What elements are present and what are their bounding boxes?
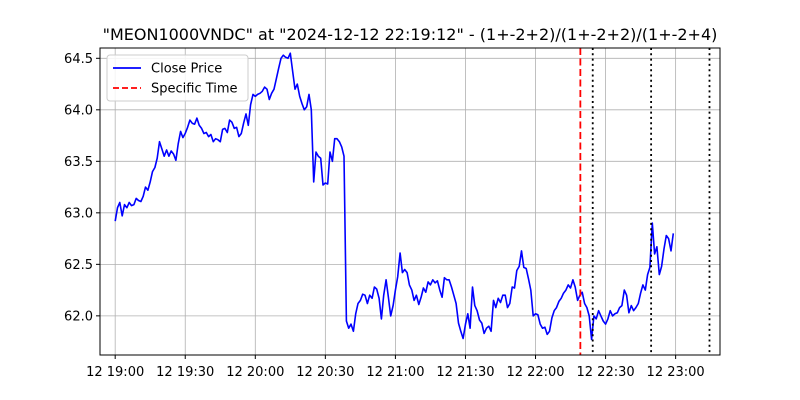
x-tick-label: 12 22:30 [577,365,635,380]
y-tick-label: 62.0 [64,309,93,324]
x-tick-label: 12 21:30 [436,365,494,380]
x-tick-label: 12 19:00 [86,365,144,380]
y-tick-label: 63.5 [64,155,93,170]
y-tick-label: 63.0 [64,206,93,221]
x-tick-label: 12 21:00 [366,365,424,380]
y-tick-label: 64.0 [64,103,93,118]
legend-label: Specific Time [151,82,238,97]
x-tick-label: 12 20:00 [226,365,284,380]
axes-frame [99,47,721,356]
x-tick-label: 12 23:00 [647,365,705,380]
x-tick-label: 12 20:30 [296,365,354,380]
plot-area: 12 19:00 12 19:30 12 20:00 12 20:30 12 21:00… [64,47,721,380]
legend-box [106,54,249,102]
chart-title: "MEON1000VNDC" at "2024-12-12 22:19:12" … [103,25,718,44]
x-tick-label: 12 22:00 [506,365,564,380]
legend-label: Close Price [151,62,222,77]
y-tick-label: 62.5 [64,258,93,273]
y-tick-label: 64.5 [64,52,93,67]
x-tick-label: 12 19:30 [156,365,214,380]
